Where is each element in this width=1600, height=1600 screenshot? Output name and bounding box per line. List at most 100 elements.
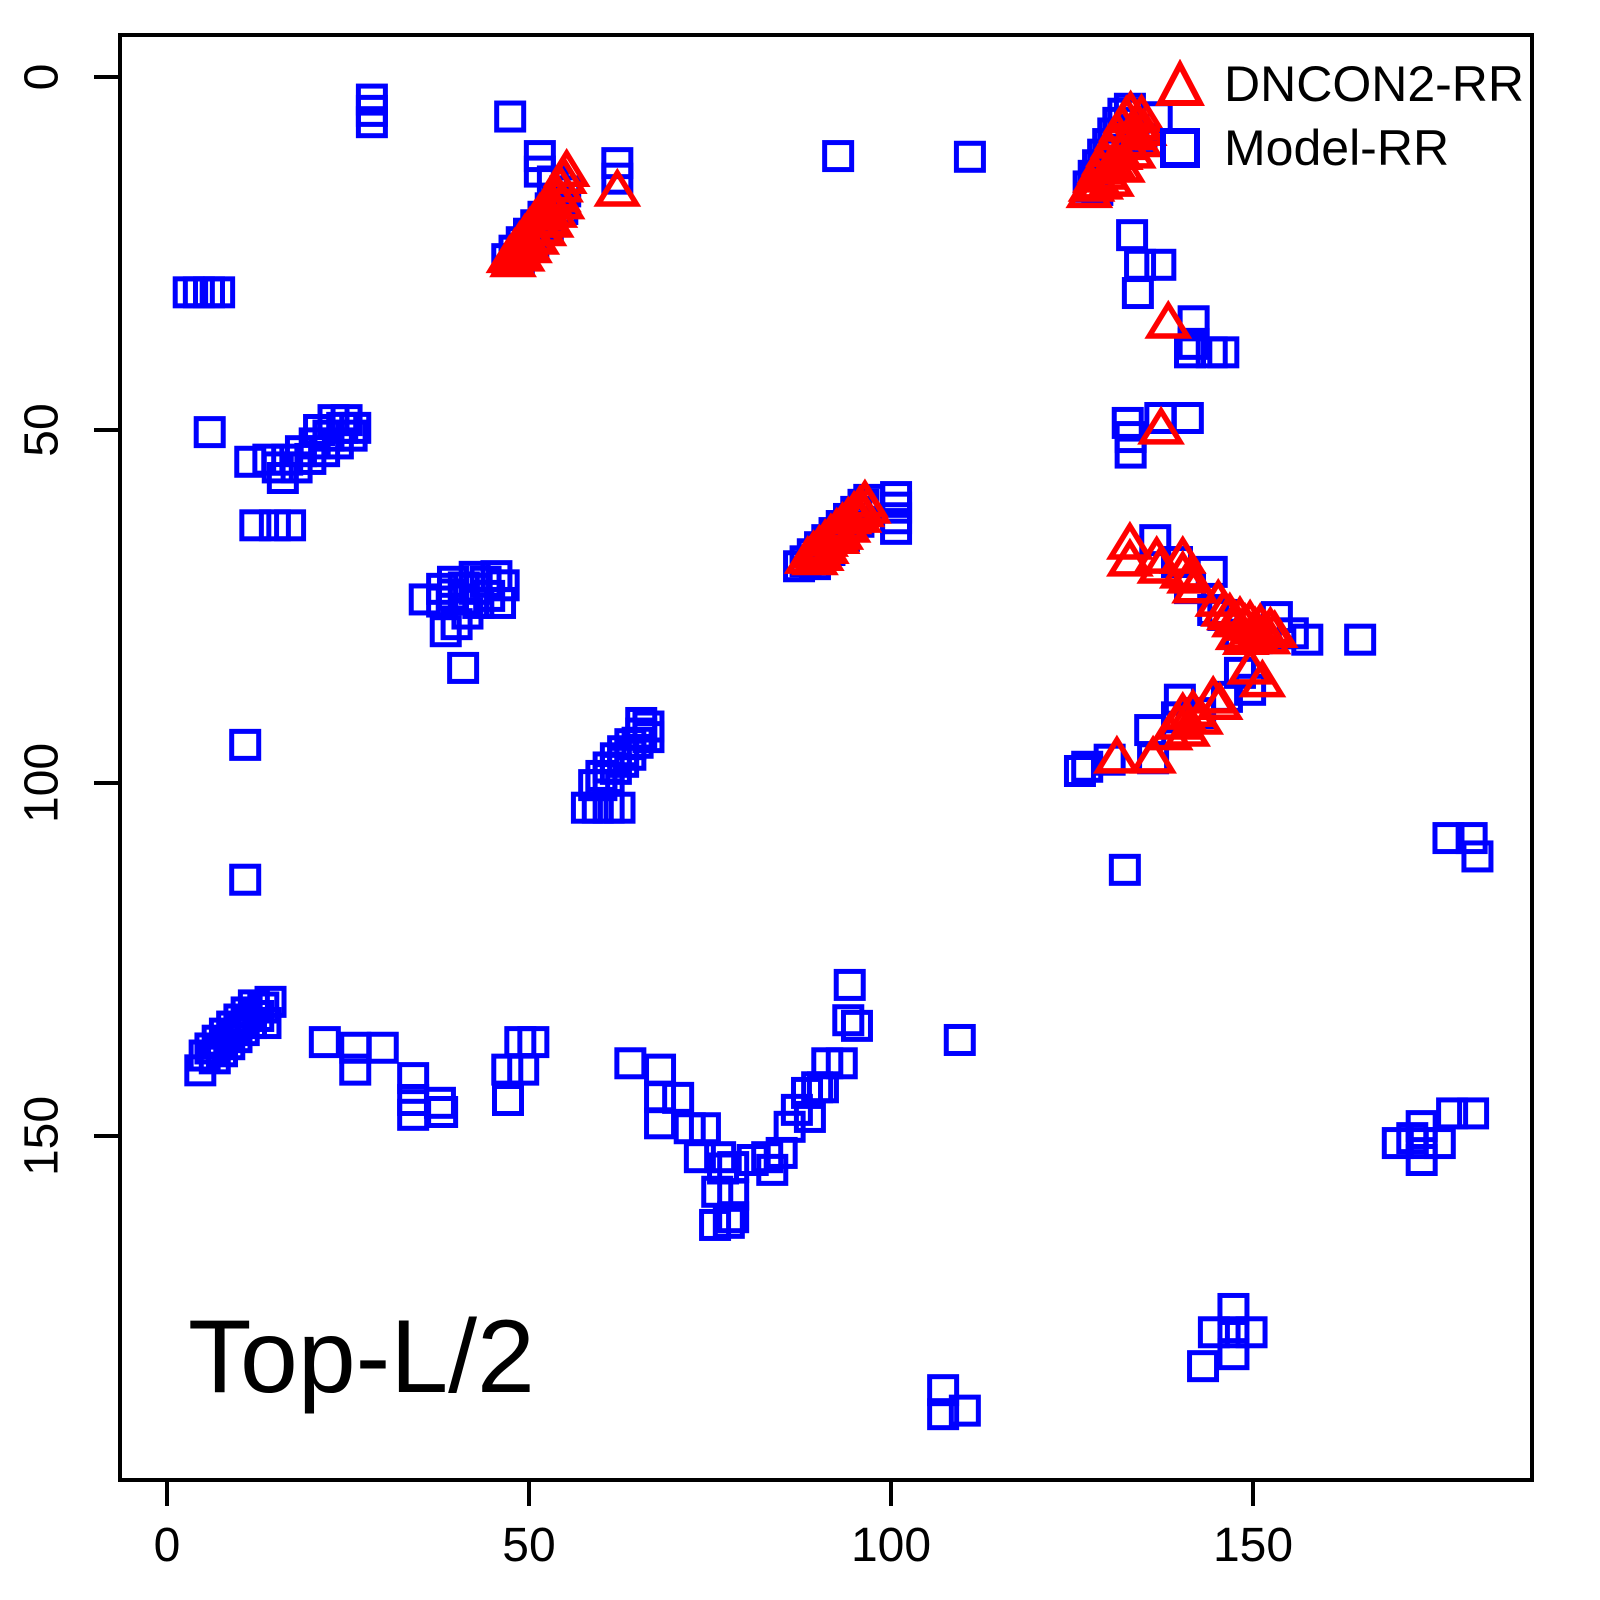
x-tick-label: 50	[502, 1519, 556, 1572]
square-marker	[239, 509, 272, 542]
square-marker	[266, 462, 299, 495]
square-marker	[274, 509, 307, 542]
square-marker	[1432, 822, 1465, 855]
square-marker	[927, 1398, 960, 1431]
triangle-marker	[843, 484, 892, 524]
square-marker	[927, 1374, 960, 1407]
square-marker	[1121, 277, 1154, 310]
plot-border	[118, 33, 1534, 1482]
square-marker	[1177, 327, 1210, 360]
triangle-marker	[1195, 680, 1244, 720]
square-marker	[1116, 219, 1149, 252]
square-marker	[229, 728, 262, 761]
square-marker	[473, 579, 506, 612]
square-marker	[1217, 1338, 1250, 1371]
square-marker	[832, 1004, 865, 1037]
square-marker	[1217, 1316, 1250, 1349]
square-marker	[1124, 248, 1157, 281]
square-marker	[1235, 1316, 1268, 1349]
square-marker	[1436, 1097, 1469, 1130]
square-marker	[840, 1009, 873, 1042]
square-marker	[182, 276, 215, 309]
square-marker	[1461, 840, 1494, 873]
square-marker	[793, 1100, 826, 1133]
square-marker	[397, 1062, 430, 1095]
square-marker	[1187, 1350, 1220, 1383]
square-marker	[192, 276, 225, 309]
square-marker	[625, 706, 658, 739]
triangle-marker	[1243, 615, 1292, 655]
square-marker	[339, 1053, 372, 1086]
y-tick-label: 150	[15, 1095, 69, 1177]
legend-label-dncon2-rr: DNCON2-RR	[1224, 56, 1524, 112]
square-marker	[507, 1053, 540, 1086]
square-marker	[1291, 623, 1324, 656]
triangle-marker	[837, 488, 886, 528]
square-marker	[953, 140, 986, 173]
triangle-marker	[1129, 734, 1177, 774]
square-marker	[614, 1047, 647, 1080]
triangle-marker	[534, 173, 582, 213]
square-marker	[229, 863, 262, 896]
square-marker	[484, 586, 517, 619]
square-marker	[1108, 853, 1141, 886]
square-marker	[1174, 336, 1207, 369]
legend-item-model-rr: Model-RR	[1152, 116, 1524, 180]
legend-item-dncon2-rr: DNCON2-RR	[1152, 52, 1524, 116]
square-marker	[1405, 1127, 1438, 1160]
x-tick-label: 150	[1212, 1519, 1294, 1572]
square-marker	[1405, 1144, 1438, 1177]
square-marker	[203, 276, 236, 309]
square-marker	[943, 1023, 976, 1056]
square-marker	[426, 1095, 459, 1128]
square-marker	[1197, 1316, 1230, 1349]
square-marker	[451, 597, 484, 630]
triangle-marker	[1065, 169, 1114, 209]
x-tick-label: 0	[153, 1519, 181, 1572]
triangle-icon	[1155, 59, 1205, 106]
square-marker	[644, 1081, 677, 1114]
triangle-marker	[1106, 537, 1154, 577]
square-marker	[880, 512, 913, 545]
square-marker	[254, 985, 287, 1018]
square-marker	[308, 1026, 341, 1059]
square-marker	[1114, 436, 1147, 469]
triangle-marker	[593, 167, 642, 207]
square-marker	[447, 651, 480, 684]
square-marker	[717, 1201, 750, 1234]
square-marker	[806, 1071, 839, 1104]
y-tick-label: 100	[15, 742, 69, 824]
square-marker	[249, 1007, 282, 1040]
square-marker	[1344, 623, 1377, 656]
square-marker	[1457, 1097, 1490, 1130]
square-marker	[603, 791, 636, 824]
square-marker	[193, 416, 226, 449]
triangle-marker	[1092, 734, 1141, 774]
legend-label-model-rr: Model-RR	[1224, 120, 1450, 176]
legend: DNCON2-RR Model-RR	[1152, 52, 1524, 180]
square-marker	[1423, 1127, 1456, 1160]
square-marker	[366, 1031, 399, 1064]
square-marker	[1063, 754, 1096, 787]
triangle-marker	[1106, 520, 1154, 560]
y-tick-label: 0	[15, 63, 69, 91]
square-marker	[662, 1081, 695, 1114]
square-marker	[773, 1110, 806, 1143]
triangle-marker	[526, 198, 575, 238]
x-tick-label: 100	[850, 1519, 932, 1572]
triangle-marker	[1119, 106, 1168, 146]
square-marker	[462, 586, 495, 619]
square-marker	[1217, 1292, 1250, 1325]
square-marker	[339, 411, 372, 444]
square-marker	[699, 1208, 732, 1241]
square-marker	[261, 451, 294, 484]
square-marker	[172, 276, 205, 309]
square-marker	[1234, 673, 1267, 706]
square-marker	[756, 1153, 789, 1186]
square-marker	[1144, 248, 1177, 281]
square-marker	[303, 414, 336, 446]
square-marker	[822, 140, 855, 173]
triangle-marker	[1137, 405, 1185, 445]
